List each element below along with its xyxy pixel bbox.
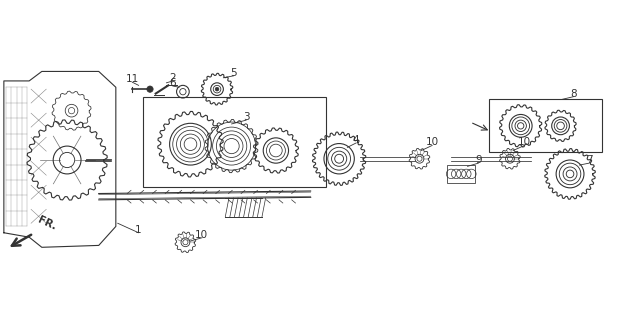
Text: 1: 1 bbox=[135, 225, 142, 235]
Text: FR.: FR. bbox=[36, 215, 58, 232]
Text: 6: 6 bbox=[169, 78, 176, 88]
Text: 10: 10 bbox=[425, 137, 439, 147]
Text: 8: 8 bbox=[570, 89, 576, 99]
Text: 11: 11 bbox=[126, 74, 139, 84]
Text: 2: 2 bbox=[169, 73, 176, 83]
Text: 9: 9 bbox=[475, 155, 482, 165]
Circle shape bbox=[147, 86, 153, 92]
Text: 5: 5 bbox=[230, 68, 237, 78]
Text: 4: 4 bbox=[353, 135, 359, 145]
Bar bbox=[448, 165, 475, 183]
Bar bbox=[489, 99, 602, 152]
Text: 10: 10 bbox=[195, 230, 209, 240]
Text: 10: 10 bbox=[518, 137, 531, 147]
Circle shape bbox=[215, 87, 219, 91]
Text: 3: 3 bbox=[243, 112, 249, 122]
Bar bbox=[143, 97, 327, 187]
Text: 7: 7 bbox=[586, 155, 592, 165]
